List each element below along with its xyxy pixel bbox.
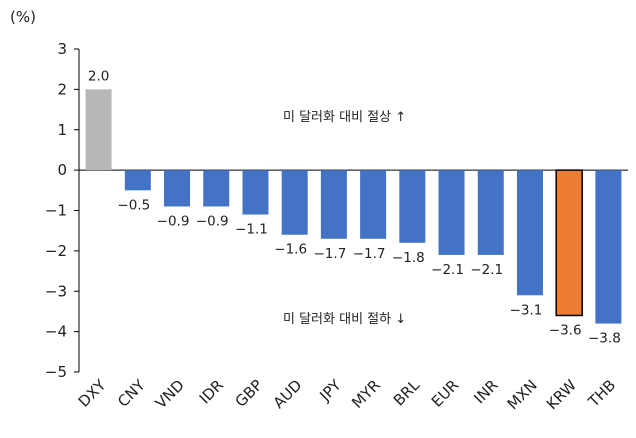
- y-tick-label: −2: [45, 242, 67, 260]
- value-label-gbp: −1.1: [235, 222, 268, 238]
- y-axis: 3 2 1 0 −1 −2 −3 −4 −5: [45, 40, 628, 381]
- value-label-cny: −0.5: [117, 197, 150, 213]
- y-unit-label: (%): [10, 8, 36, 26]
- bar-gbp: [242, 170, 269, 215]
- bars-group: 2.0−0.5−0.9 −0.9−1.1−1.6 −1.7 −1.7 −1.8−2.1−…: [85, 68, 622, 347]
- bar-vnd: [164, 170, 191, 207]
- bar-krw: [555, 169, 583, 317]
- bar-inr: [477, 170, 504, 255]
- x-axis-labels: DXY CNY VND IDR GBP AUD JPY MYR BRL EUR INR MXN KRW T…: [75, 376, 619, 414]
- x-tick-label-eur: EUR: [428, 376, 463, 411]
- x-tick-label-inr: INR: [470, 376, 501, 407]
- x-tick-label-dxy: DXY: [75, 376, 110, 411]
- bar-jpy: [320, 170, 347, 239]
- value-label-mxn: −3.1: [510, 302, 543, 318]
- y-tick-label: 1: [57, 121, 67, 139]
- bar-cny: [124, 170, 151, 191]
- bar-thb: [595, 170, 622, 324]
- value-label-brl: −1.8: [392, 250, 425, 266]
- y-tick-label: 0: [57, 161, 67, 179]
- bar-dxy: [85, 89, 112, 171]
- y-tick-label: −1: [45, 202, 67, 220]
- depreciation-annotation: 미 달러화 대비 절하 ↓: [283, 312, 406, 327]
- bar-aud: [281, 170, 308, 235]
- x-tick-label-brl: BRL: [390, 376, 424, 410]
- bar-mxn: [516, 170, 543, 296]
- value-label-thb: −3.8: [588, 331, 621, 347]
- value-label-idr: −0.9: [196, 213, 229, 229]
- x-tick-label-gbp: GBP: [232, 376, 267, 411]
- bar-myr: [360, 170, 387, 239]
- value-label-dxy: 2.0: [88, 68, 109, 84]
- bar-idr: [203, 170, 230, 207]
- y-tick-label: 2: [57, 80, 67, 98]
- y-tick-label: −4: [45, 323, 67, 341]
- x-tick-label-mxn: MXN: [504, 376, 541, 413]
- value-label-aud: −1.6: [274, 242, 307, 258]
- x-tick-label-myr: MYR: [348, 376, 384, 412]
- y-tick-label: −3: [45, 282, 67, 300]
- y-tick-label: −5: [45, 363, 67, 381]
- x-tick-label-jpy: JPY: [316, 376, 346, 406]
- value-label-eur: −2.1: [431, 262, 464, 278]
- value-label-myr: −1.7: [353, 246, 386, 262]
- value-label-vnd: −0.9: [157, 213, 190, 229]
- y-tick-label: 3: [57, 40, 67, 58]
- x-tick-label-vnd: VND: [152, 376, 188, 412]
- value-label-inr: −2.1: [470, 262, 503, 278]
- x-tick-label-idr: IDR: [196, 376, 227, 407]
- x-tick-label-cny: CNY: [114, 376, 149, 411]
- x-tick-label-krw: KRW: [543, 376, 580, 413]
- bar-eur: [438, 170, 465, 255]
- bar-brl: [399, 170, 426, 243]
- value-label-jpy: −1.7: [314, 246, 347, 262]
- appreciation-annotation: 미 달러화 대비 절상 ↑: [283, 110, 406, 125]
- value-label-krw: −3.6: [549, 322, 582, 338]
- x-tick-label-aud: AUD: [270, 376, 306, 412]
- x-tick-label-thb: THB: [584, 376, 619, 411]
